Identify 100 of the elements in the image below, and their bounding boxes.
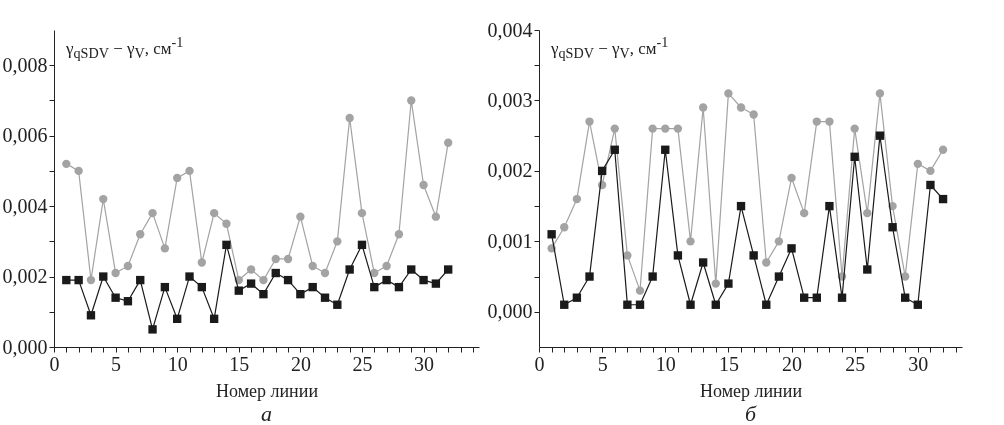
point <box>623 300 632 309</box>
point <box>74 275 83 285</box>
point <box>938 145 948 154</box>
point <box>736 103 746 112</box>
point <box>296 289 305 299</box>
x-axis-title: Номер линии <box>215 380 319 401</box>
point <box>160 282 170 292</box>
point <box>901 272 910 281</box>
point <box>635 286 645 295</box>
point <box>160 244 170 253</box>
point <box>382 275 391 285</box>
point <box>762 300 771 309</box>
point <box>431 212 441 221</box>
y-tick-label: 0,008 <box>2 53 48 76</box>
point <box>787 173 796 183</box>
point <box>572 293 582 302</box>
point <box>74 166 83 176</box>
y-tick-label: 0,004 <box>487 18 533 41</box>
point <box>283 254 293 264</box>
point <box>661 145 670 154</box>
point <box>345 265 354 274</box>
point <box>597 166 607 176</box>
point <box>185 272 194 281</box>
point <box>610 145 619 154</box>
point <box>787 244 796 253</box>
point <box>762 258 771 267</box>
point <box>246 279 256 288</box>
y-tick-label: 0,006 <box>2 124 48 147</box>
y-tick-label: 0,002 <box>2 265 48 288</box>
point <box>863 208 872 218</box>
y-tick-label: 0,001 <box>487 229 533 252</box>
point <box>863 265 872 274</box>
point <box>320 293 330 302</box>
point <box>271 268 280 278</box>
point <box>111 268 120 278</box>
point <box>62 275 71 285</box>
point <box>547 230 556 239</box>
point <box>749 251 758 260</box>
x-axis-title: Номер линии <box>699 380 803 401</box>
x-tick-label: 10 <box>167 352 188 375</box>
point <box>394 230 404 239</box>
point <box>173 173 182 183</box>
y-tick-label: 0,000 <box>2 335 48 358</box>
point <box>123 261 133 271</box>
point <box>901 293 910 302</box>
point <box>686 237 695 246</box>
point <box>850 124 859 133</box>
y-tick-label: 0,004 <box>2 194 48 217</box>
point <box>444 265 453 274</box>
x-tick-label: 15 <box>229 352 250 375</box>
point <box>209 208 219 218</box>
y-tick-label: 0,000 <box>487 300 533 323</box>
point <box>585 272 594 281</box>
point <box>86 275 96 285</box>
point <box>724 89 733 98</box>
y-tick-label: 0,003 <box>487 88 533 111</box>
y-tick-label: 0,002 <box>487 159 533 182</box>
point <box>913 159 922 169</box>
point <box>99 194 108 204</box>
point <box>724 279 733 288</box>
point <box>136 230 145 239</box>
point <box>345 113 354 123</box>
point <box>648 124 657 133</box>
point <box>799 208 809 218</box>
point <box>875 131 885 140</box>
point <box>661 124 670 133</box>
point <box>711 300 720 309</box>
point <box>123 297 133 306</box>
text: а <box>261 401 272 425</box>
point <box>749 110 758 119</box>
point <box>197 258 207 267</box>
point <box>913 300 922 309</box>
point <box>407 265 416 274</box>
point <box>850 152 859 161</box>
point <box>296 212 305 221</box>
point <box>370 268 379 278</box>
point <box>234 286 243 295</box>
x-tick-label: 30 <box>908 352 929 375</box>
y-axis-title: γ$_{qSDV}$ − γ$_{V}$, см$^{-1}$ <box>551 34 669 63</box>
point <box>222 240 231 250</box>
point <box>419 275 428 285</box>
point <box>222 219 231 228</box>
point <box>888 223 897 232</box>
point <box>825 201 834 211</box>
x-tick-label: 25 <box>845 352 866 375</box>
point <box>560 223 569 232</box>
point <box>394 282 404 292</box>
point <box>585 117 594 126</box>
x-tick-label: 15 <box>718 352 739 375</box>
point <box>825 117 834 126</box>
point <box>86 311 96 320</box>
point <box>382 261 391 271</box>
point <box>635 300 645 309</box>
x-tick-label: 5 <box>597 352 608 375</box>
x-tick-label: 10 <box>655 352 676 375</box>
point <box>698 258 708 267</box>
point <box>560 300 569 309</box>
point <box>686 300 695 309</box>
point <box>111 293 120 302</box>
point <box>148 325 157 334</box>
